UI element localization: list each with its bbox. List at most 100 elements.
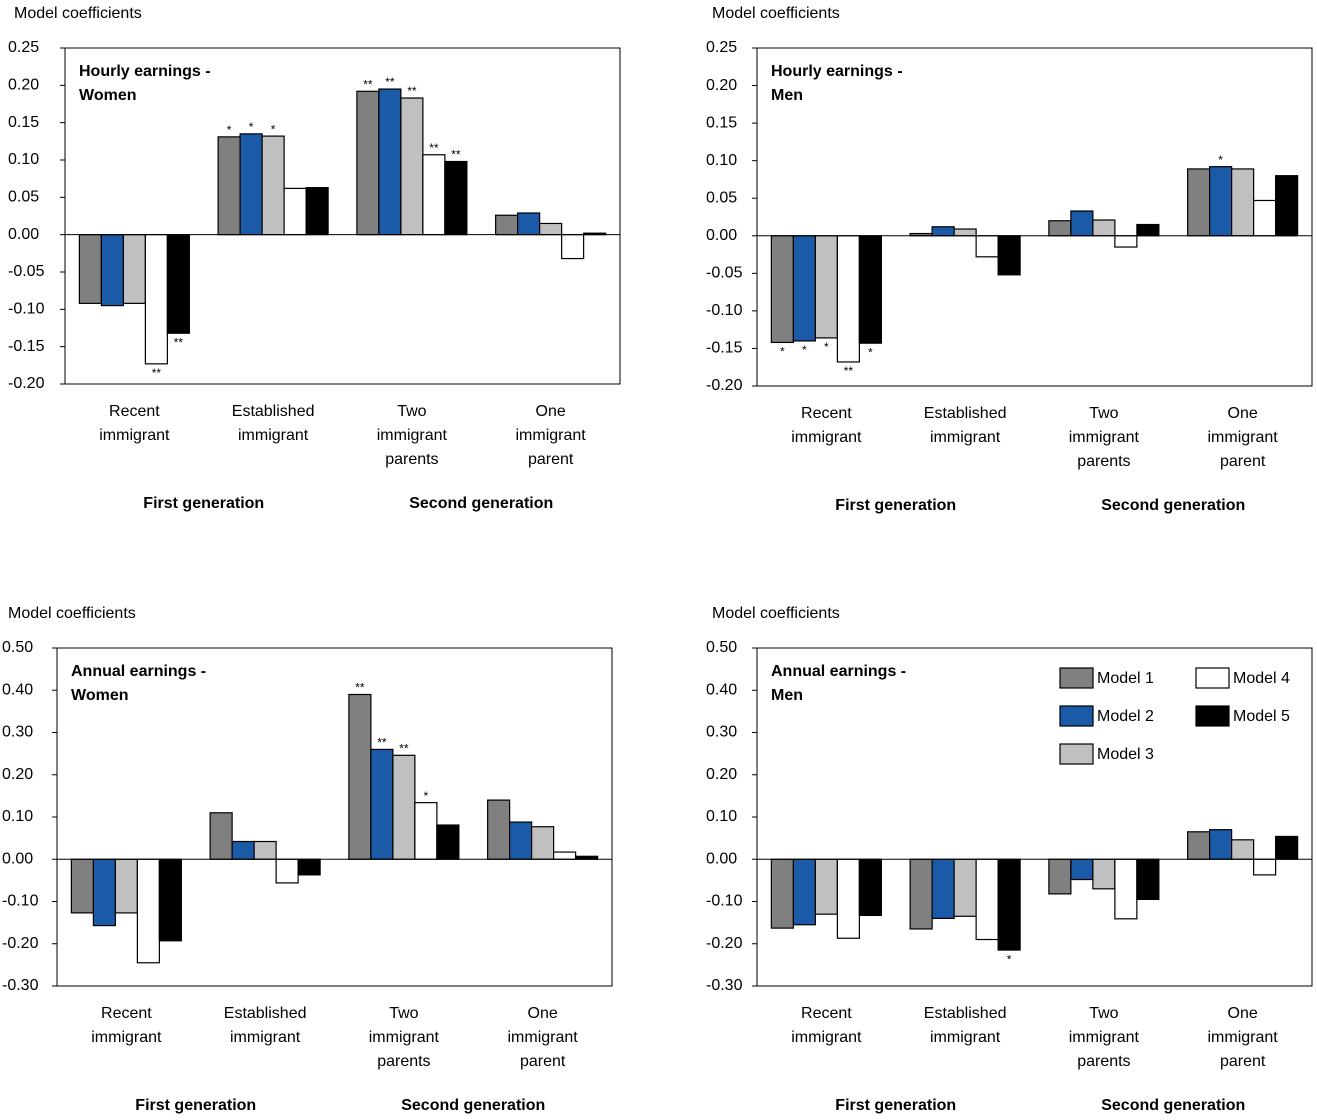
- x-tick-label: Two: [1089, 1005, 1118, 1022]
- bar: [239, 133, 263, 236]
- x-tick-label: parents: [377, 1053, 430, 1070]
- legend-label: Model 1: [1097, 670, 1154, 687]
- bar: [509, 821, 533, 860]
- bar: [166, 234, 190, 334]
- y-tick-label: 0.10: [706, 808, 737, 825]
- x-tick-label: Recent: [801, 405, 852, 422]
- y-tick-label: -0.20: [8, 375, 45, 392]
- x-tick-label: immigrant: [238, 427, 309, 444]
- y-tick-label: 0.10: [8, 151, 39, 168]
- panel-title: Women: [71, 687, 128, 704]
- y-tick-label: 0.00: [706, 850, 737, 867]
- significance-label: *: [271, 122, 276, 136]
- y-tick-label: 0.10: [706, 152, 737, 169]
- bar: [1209, 166, 1233, 237]
- y-tick-label: 0.00: [2, 850, 33, 867]
- bar: [305, 187, 329, 236]
- bar: [158, 858, 182, 942]
- bar: [517, 212, 541, 236]
- panel-title: Men: [771, 687, 803, 704]
- significance-label: **: [385, 75, 395, 89]
- y-tick-label: 0.25: [706, 39, 737, 56]
- y-tick-label: 0.15: [706, 114, 737, 131]
- y-tick-label: 0.50: [2, 639, 33, 656]
- y-axis-label: Model coefficients: [14, 5, 142, 22]
- x-tick-label: parents: [385, 451, 438, 468]
- y-tick-label: -0.20: [706, 377, 743, 394]
- significance-label: *: [1218, 153, 1223, 167]
- bar: [997, 858, 1021, 951]
- significance-label: **: [844, 364, 854, 378]
- bar: [1070, 858, 1094, 881]
- bar: [1253, 199, 1277, 237]
- plot-frame: [64, 47, 621, 385]
- x-tick-label: immigrant: [930, 429, 1001, 446]
- bar: [297, 858, 321, 876]
- significance-label: **: [363, 77, 373, 91]
- bar: [114, 858, 138, 914]
- x-tick-label: immigrant: [91, 1029, 162, 1046]
- significance-label: *: [868, 345, 873, 359]
- group-label: Second generation: [1101, 1097, 1245, 1114]
- y-tick-label: -0.10: [2, 893, 39, 910]
- x-tick-label: Two: [397, 403, 426, 420]
- x-tick-label: immigrant: [516, 427, 587, 444]
- y-tick-label: 0.20: [706, 766, 737, 783]
- legend-swatch: [1059, 743, 1094, 765]
- bar: [792, 235, 816, 342]
- panel-title: Men: [771, 87, 803, 104]
- significance-label: *: [249, 120, 254, 134]
- legend-swatch: [1195, 667, 1230, 689]
- y-tick-label: 0.15: [8, 114, 39, 131]
- group-label: First generation: [835, 497, 956, 514]
- bar: [858, 235, 882, 344]
- bar: [422, 154, 446, 236]
- y-tick-label: -0.05: [8, 263, 45, 280]
- bar: [770, 858, 794, 929]
- bar: [953, 858, 977, 917]
- y-tick-label: 0.00: [706, 227, 737, 244]
- bar: [378, 88, 402, 236]
- bar: [261, 135, 285, 236]
- bar: [1231, 168, 1255, 237]
- significance-label: **: [174, 335, 184, 349]
- x-tick-label: immigrant: [1069, 429, 1140, 446]
- y-tick-label: 0.40: [706, 681, 737, 698]
- x-tick-label: immigrant: [791, 429, 862, 446]
- bar: [531, 826, 555, 860]
- x-tick-label: Established: [232, 403, 315, 420]
- bar: [931, 858, 955, 920]
- y-tick-label: -0.05: [706, 265, 743, 282]
- bar: [1275, 835, 1299, 860]
- bar: [1114, 235, 1138, 248]
- significance-label: *: [824, 340, 829, 354]
- bar: [136, 858, 160, 964]
- panel-title: Annual earnings -: [71, 663, 206, 680]
- y-tick-label: 0.20: [706, 77, 737, 94]
- bar: [1092, 219, 1116, 237]
- significance-label: **: [377, 736, 387, 750]
- legend-label: Model 4: [1233, 670, 1290, 687]
- x-tick-label: Recent: [109, 403, 160, 420]
- legend-label: Model 3: [1097, 746, 1154, 763]
- panel-title: Hourly earnings -: [771, 63, 903, 80]
- y-tick-label: -0.15: [706, 340, 743, 357]
- group-label: Second generation: [401, 1097, 545, 1114]
- bar: [792, 858, 816, 926]
- bar: [1048, 858, 1072, 895]
- y-axis-label: Model coefficients: [712, 605, 840, 622]
- y-tick-label: -0.15: [8, 338, 45, 355]
- x-tick-label: Established: [924, 1005, 1007, 1022]
- x-tick-label: parents: [1077, 453, 1130, 470]
- significance-label: **: [451, 148, 461, 162]
- bar: [92, 858, 116, 927]
- y-axis-label: Model coefficients: [712, 5, 840, 22]
- y-tick-label: 0.20: [2, 766, 33, 783]
- y-tick-label: -0.10: [706, 302, 743, 319]
- x-tick-label: immigrant: [508, 1029, 579, 1046]
- legend-swatch: [1059, 667, 1094, 689]
- group-label: First generation: [835, 1097, 956, 1114]
- bar: [1136, 858, 1160, 900]
- bar: [495, 214, 519, 236]
- legend-swatch: [1059, 705, 1094, 727]
